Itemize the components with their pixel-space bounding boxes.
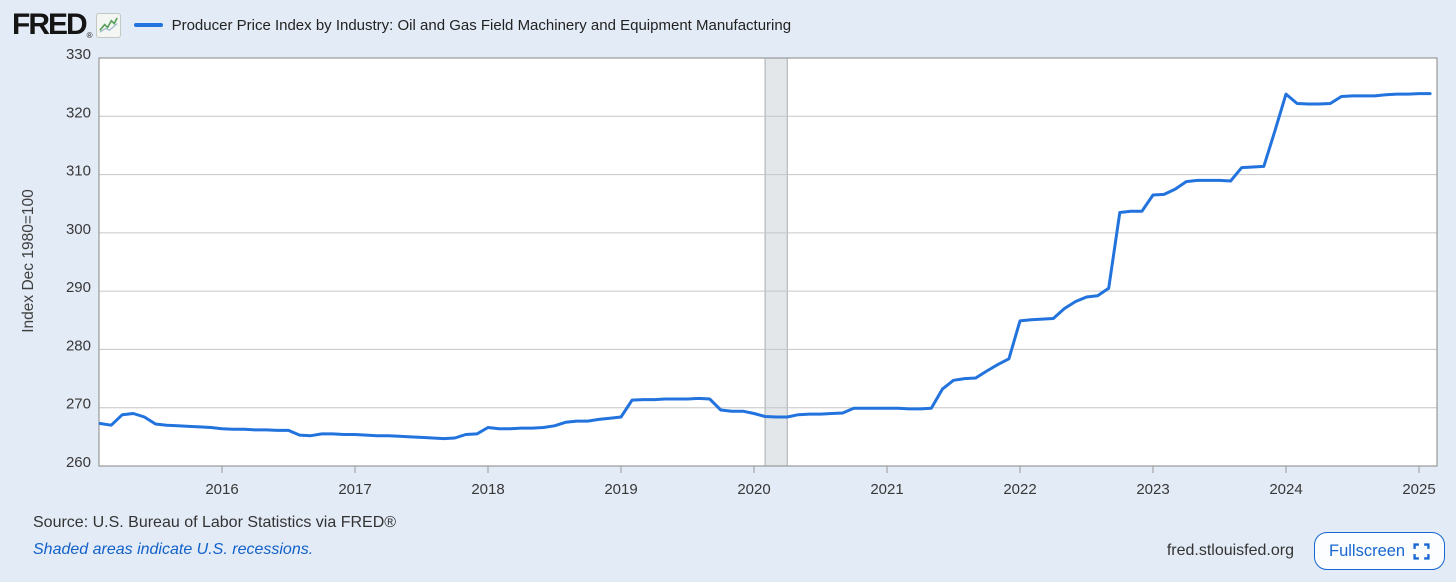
x-tick-label: 2020 xyxy=(737,481,770,498)
x-tick-label: 2025 xyxy=(1402,481,1435,498)
x-tick-label: 2016 xyxy=(205,481,238,498)
x-tick-label: 2018 xyxy=(471,481,504,498)
x-tick-label: 2022 xyxy=(1003,481,1036,498)
y-tick-label: 290 xyxy=(66,279,91,296)
y-tick-label: 260 xyxy=(66,454,91,471)
y-tick-label: 300 xyxy=(66,221,91,238)
y-tick-label: 320 xyxy=(66,104,91,121)
y-tick-label: 270 xyxy=(66,396,91,413)
fred-logo-chart-icon xyxy=(95,12,121,38)
fred-logo-registered-mark: ® xyxy=(86,31,93,40)
x-tick-label: 2019 xyxy=(604,481,637,498)
x-tick-label: 2021 xyxy=(870,481,903,498)
series-title: Producer Price Index by Industry: Oil an… xyxy=(171,16,792,34)
x-tick-label: 2024 xyxy=(1269,481,1302,498)
site-link-text: fred.stlouisfed.org xyxy=(1166,542,1294,559)
x-tick-label: 2017 xyxy=(338,481,371,498)
source-text: Source: U.S. Bureau of Labor Statistics … xyxy=(33,514,397,531)
series-line[interactable] xyxy=(98,92,1432,441)
legend-line-swatch xyxy=(133,23,163,27)
y-tick-label: 280 xyxy=(66,337,91,354)
chart-header: FRED ® Producer Price Index by Industry:… xyxy=(12,7,791,43)
fred-logo: FRED xyxy=(12,8,88,41)
fullscreen-icon xyxy=(1413,542,1430,560)
y-tick-label: 310 xyxy=(66,163,91,180)
fullscreen-button[interactable]: Fullscreen xyxy=(1314,532,1446,570)
x-tick-label: 2023 xyxy=(1136,481,1169,498)
fullscreen-button-label: Fullscreen xyxy=(1329,541,1406,560)
recession-band xyxy=(765,58,788,466)
recession-note-link[interactable]: Shaded areas indicate U.S. recessions. xyxy=(33,541,314,558)
plot-frame xyxy=(98,57,1438,467)
y-tick-label: 330 xyxy=(66,46,91,63)
